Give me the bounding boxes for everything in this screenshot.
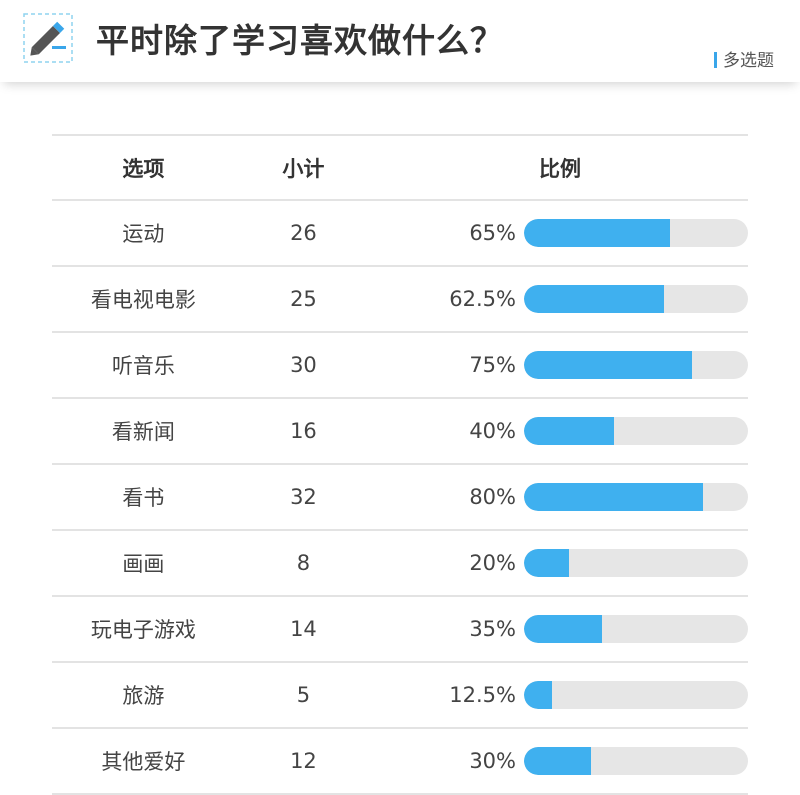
option-label: 运动 xyxy=(52,200,235,267)
table-row: 玩电子游戏 14 35% xyxy=(52,596,748,663)
bar-fill xyxy=(524,681,552,709)
table-row: 运动 26 65% xyxy=(52,200,748,267)
table-row: 看电视电影 25 62.5% xyxy=(52,266,748,333)
bar-fill xyxy=(524,219,670,247)
bar-track xyxy=(524,483,748,511)
count-value: 16 xyxy=(234,398,372,465)
bar-track xyxy=(524,351,748,379)
option-label: 看书 xyxy=(52,464,235,531)
bar-fill xyxy=(524,483,704,511)
ratio-cell: 20% xyxy=(372,530,748,597)
bar-fill xyxy=(524,285,664,313)
percent-label: 20% xyxy=(469,551,516,575)
ratio-cell: 62.5% xyxy=(372,266,748,333)
count-value: 26 xyxy=(234,200,372,267)
percent-label: 30% xyxy=(469,749,516,773)
percent-label: 35% xyxy=(469,617,516,641)
bar-track xyxy=(524,615,748,643)
ratio-cell: 12.5% xyxy=(372,662,748,729)
bar-fill xyxy=(524,549,569,577)
option-label: 看电视电影 xyxy=(52,266,235,333)
column-header-count: 小计 xyxy=(234,134,372,201)
option-label: 画画 xyxy=(52,530,235,597)
percent-label: 40% xyxy=(469,419,516,443)
count-value: 32 xyxy=(234,464,372,531)
column-header-option: 选项 xyxy=(52,134,235,201)
option-label: 旅游 xyxy=(52,662,235,729)
option-label: 玩电子游戏 xyxy=(52,596,235,663)
percent-label: 80% xyxy=(469,485,516,509)
bar-fill xyxy=(524,747,592,775)
count-value: 14 xyxy=(234,596,372,663)
bar-track xyxy=(524,219,748,247)
percent-label: 12.5% xyxy=(449,683,516,707)
column-header-ratio: 比例 xyxy=(372,134,748,201)
question-type-label: 多选题 xyxy=(714,46,774,71)
question-header: 平时除了学习喜欢做什么？ 多选题 xyxy=(0,0,800,82)
percent-label: 62.5% xyxy=(449,287,516,311)
option-label: 看新闻 xyxy=(52,398,235,465)
ratio-cell: 40% xyxy=(372,398,748,465)
count-value: 30 xyxy=(234,332,372,399)
percent-label: 65% xyxy=(469,221,516,245)
bar-track xyxy=(524,285,748,313)
count-value: 25 xyxy=(234,266,372,333)
bar-fill xyxy=(524,351,692,379)
question-title: 平时除了学习喜欢做什么？ xyxy=(96,21,504,60)
bar-fill xyxy=(524,417,614,445)
bar-track xyxy=(524,549,748,577)
ratio-cell: 80% xyxy=(372,464,748,531)
option-label: 其他爱好 xyxy=(52,728,235,795)
table-row: 听音乐 30 75% xyxy=(52,332,748,399)
ratio-cell: 30% xyxy=(372,728,748,795)
count-value: 5 xyxy=(234,662,372,729)
bar-track xyxy=(524,417,748,445)
table-row: 画画 8 20% xyxy=(52,530,748,597)
percent-label: 75% xyxy=(469,353,516,377)
results-table: 选项 小计 比例 运动 26 65% 看电视电影 25 62.5% 听音乐 30 75% 看新闻 1… xyxy=(52,134,748,795)
option-label: 听音乐 xyxy=(52,332,235,399)
count-value: 8 xyxy=(234,530,372,597)
ratio-cell: 35% xyxy=(372,596,748,663)
count-value: 12 xyxy=(234,728,372,795)
accent-mark xyxy=(714,52,717,68)
table-row: 旅游 5 12.5% xyxy=(52,662,748,729)
table-row: 其他爱好 12 30% xyxy=(52,728,748,795)
table-row: 看新闻 16 40% xyxy=(52,398,748,465)
ratio-cell: 75% xyxy=(372,332,748,399)
bar-track xyxy=(524,681,748,709)
bar-track xyxy=(524,747,748,775)
results-table-body: 运动 26 65% 看电视电影 25 62.5% 听音乐 30 75% 看新闻 16 40% 看书 32 8… xyxy=(52,200,748,795)
question-type-text: 多选题 xyxy=(723,51,774,71)
bar-fill xyxy=(524,615,603,643)
pencil-icon xyxy=(22,12,74,64)
ratio-cell: 65% xyxy=(372,200,748,267)
table-row: 看书 32 80% xyxy=(52,464,748,531)
table-header-row: 选项 小计 比例 xyxy=(52,134,748,201)
